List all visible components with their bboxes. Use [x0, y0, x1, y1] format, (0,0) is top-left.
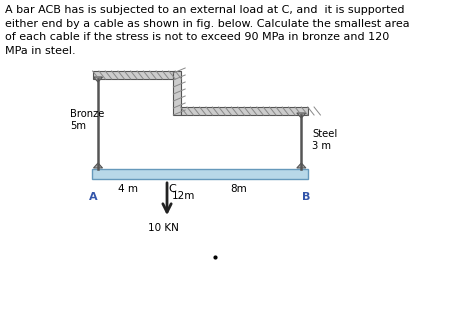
Text: Bronze
5m: Bronze 5m	[70, 109, 104, 131]
Polygon shape	[93, 163, 103, 168]
Text: 8m: 8m	[230, 184, 247, 194]
Text: C: C	[168, 184, 176, 194]
Bar	[92, 169, 308, 179]
Polygon shape	[93, 77, 103, 82]
Text: 12m: 12m	[171, 191, 195, 201]
Bar	[181, 107, 308, 115]
Text: 4 m: 4 m	[118, 184, 138, 194]
Bar	[173, 71, 181, 115]
Bar	[93, 71, 173, 79]
Polygon shape	[297, 113, 306, 118]
Text: B: B	[302, 192, 310, 202]
Text: 10 KN: 10 KN	[148, 223, 179, 233]
Polygon shape	[297, 163, 306, 168]
Text: Steel
3 m: Steel 3 m	[312, 129, 338, 151]
Text: A bar ACB has is subjected to an external load at C, and  it is supported
either: A bar ACB has is subjected to an externa…	[5, 5, 409, 56]
Text: A: A	[89, 192, 98, 202]
